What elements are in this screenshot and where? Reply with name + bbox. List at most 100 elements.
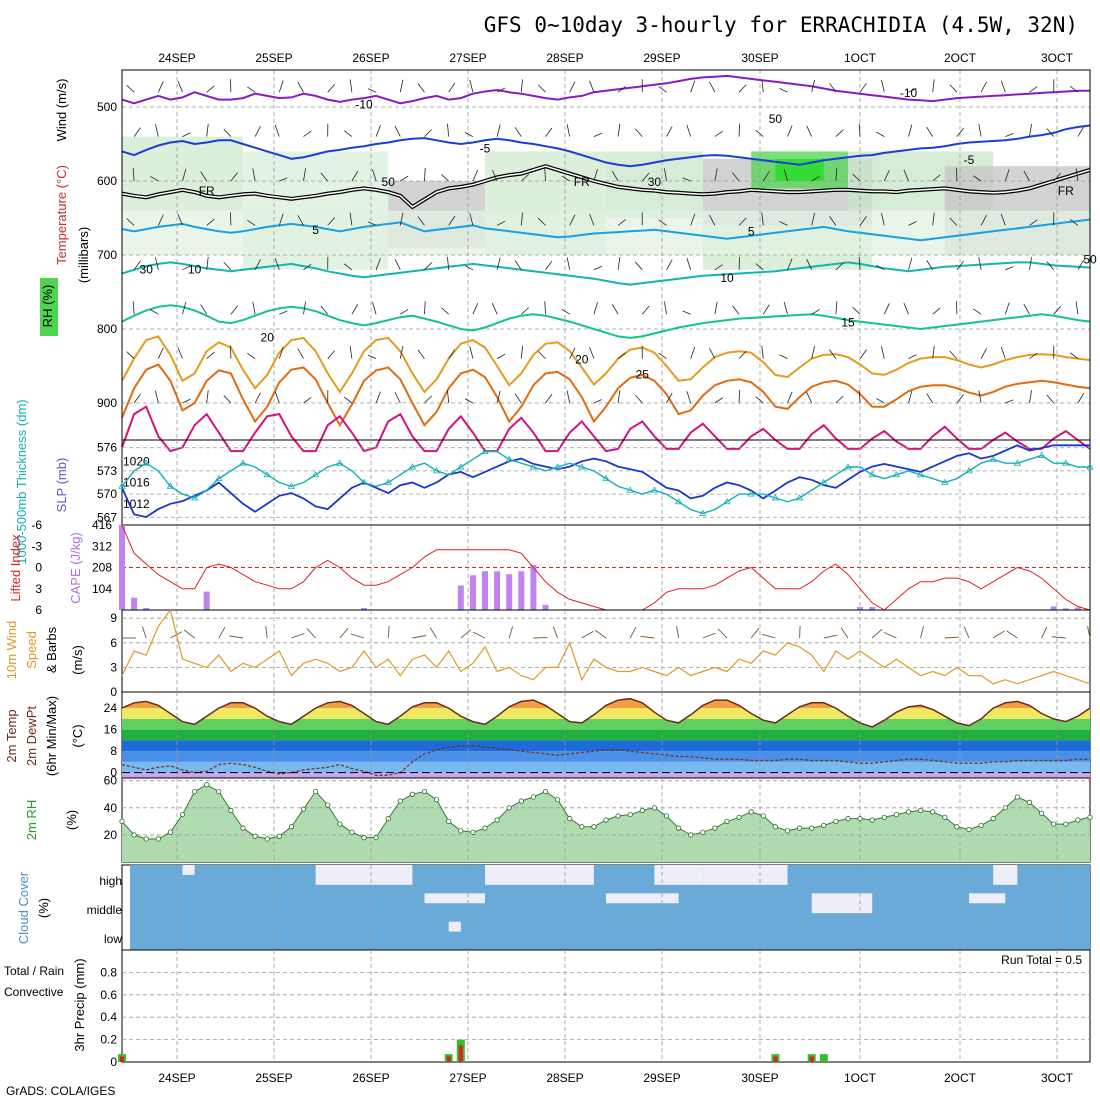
wind10-panel-frame xyxy=(121,609,1091,693)
rh-marker xyxy=(1087,814,1093,820)
wind-barb xyxy=(811,309,820,315)
cloud-patch-4 xyxy=(993,865,1018,885)
li-tick--3: -3 xyxy=(31,539,42,553)
date-top-3OCT: 3OCT xyxy=(1041,51,1074,65)
wind-barb xyxy=(521,307,530,315)
cape-bar xyxy=(494,571,501,610)
date-top-28SEP: 28SEP xyxy=(546,51,583,65)
rh-marker xyxy=(228,807,234,814)
wind-barb xyxy=(858,256,861,270)
thickness-marker xyxy=(287,482,296,489)
rh-marker xyxy=(579,824,585,830)
thickness-marker xyxy=(190,494,199,501)
wind-barb xyxy=(690,80,696,93)
wind-barb xyxy=(544,168,546,182)
wind-barb xyxy=(903,302,909,315)
wind-barb xyxy=(932,345,935,359)
wind-barb xyxy=(303,301,306,315)
rh-marker xyxy=(869,817,875,823)
precip-conv-bar xyxy=(120,1056,124,1062)
wind-barb xyxy=(589,213,595,226)
thickness-marker xyxy=(650,486,659,493)
wind-barb xyxy=(447,123,450,137)
wind-barb xyxy=(1046,128,1055,137)
thickness-marker xyxy=(578,463,586,470)
wind-barb xyxy=(611,304,619,315)
wind-barb xyxy=(344,396,353,404)
slp-label: SLP (mb) xyxy=(54,458,69,513)
wind10-barb xyxy=(920,626,924,639)
wind-barb xyxy=(491,303,498,315)
rh-marker xyxy=(252,833,258,839)
thickness-marker xyxy=(795,494,804,501)
thickness-marker xyxy=(844,463,852,470)
wind-barb xyxy=(709,214,716,226)
wind-barb xyxy=(835,301,838,315)
wind-barb xyxy=(399,212,404,226)
wind-tick-9: 9 xyxy=(110,611,117,625)
date-bottom-30SEP: 30SEP xyxy=(741,1071,778,1085)
rh-marker xyxy=(433,797,440,803)
rh-marker xyxy=(155,836,161,842)
wind-barb xyxy=(738,84,747,93)
wind-barb xyxy=(424,395,433,404)
rh-marker xyxy=(300,806,307,812)
wind-barb xyxy=(545,394,553,404)
wind-barb xyxy=(1004,169,1010,182)
rh-marker xyxy=(506,805,512,811)
wind-tick-0: 0 xyxy=(110,685,117,699)
rh-marker xyxy=(325,802,331,808)
rh-marker xyxy=(373,835,379,841)
isotherm--5 xyxy=(121,124,1091,168)
wind-barb xyxy=(472,169,479,182)
wind10-barb xyxy=(508,626,514,639)
date-bottom-3OCT: 3OCT xyxy=(1041,1071,1074,1085)
rh-marker xyxy=(954,824,960,830)
wind-barb xyxy=(320,172,329,182)
wind-barb xyxy=(566,257,571,270)
wind-barb xyxy=(1000,213,1006,226)
wind-barb xyxy=(375,391,381,404)
wind-barb xyxy=(496,257,501,270)
wind10-barb xyxy=(412,635,427,639)
wind-barb xyxy=(1075,301,1079,315)
rh-marker xyxy=(990,816,996,822)
wind10-barb xyxy=(629,626,637,639)
wind-barb xyxy=(732,172,740,182)
thickness-marker xyxy=(215,474,223,482)
contour-label-FR-1: FR xyxy=(574,175,590,189)
wind-barb xyxy=(417,349,425,359)
wind-barb xyxy=(755,130,764,137)
wind10-barb xyxy=(761,633,776,639)
wind-barb xyxy=(496,124,501,137)
contour-label-30-1: 30 xyxy=(648,175,662,189)
wind-barb xyxy=(278,213,284,226)
wind-barb xyxy=(811,346,815,359)
rh-marker xyxy=(397,798,403,804)
thick-tick-576: 576 xyxy=(97,441,117,455)
wind-barb xyxy=(908,390,913,404)
precip-conv-bar xyxy=(458,1045,463,1062)
wind10-label-1: 10m Wind xyxy=(4,621,19,680)
wind-barb xyxy=(908,124,913,137)
wind-barb xyxy=(714,264,723,271)
wind-barb xyxy=(686,124,692,137)
contour-label-FR-2: FR xyxy=(1058,184,1074,198)
isotherm-25 xyxy=(121,363,1091,428)
date-top-30SEP: 30SEP xyxy=(741,51,778,65)
temp-band-5 xyxy=(122,718,1090,730)
wind-barb xyxy=(464,398,474,404)
wind-barb xyxy=(155,257,159,270)
li-tick-3: 3 xyxy=(35,582,42,596)
wind-barb xyxy=(1070,352,1079,359)
wind-barb xyxy=(254,126,261,137)
rh-marker xyxy=(639,807,645,814)
wind-barb xyxy=(327,217,335,226)
cape-bar xyxy=(143,607,150,610)
wind-barb xyxy=(978,390,982,404)
upper-ytick-600: 600 xyxy=(97,174,117,188)
wind-barb xyxy=(617,85,626,93)
wind-barb xyxy=(230,172,238,182)
rh-marker xyxy=(857,816,863,822)
